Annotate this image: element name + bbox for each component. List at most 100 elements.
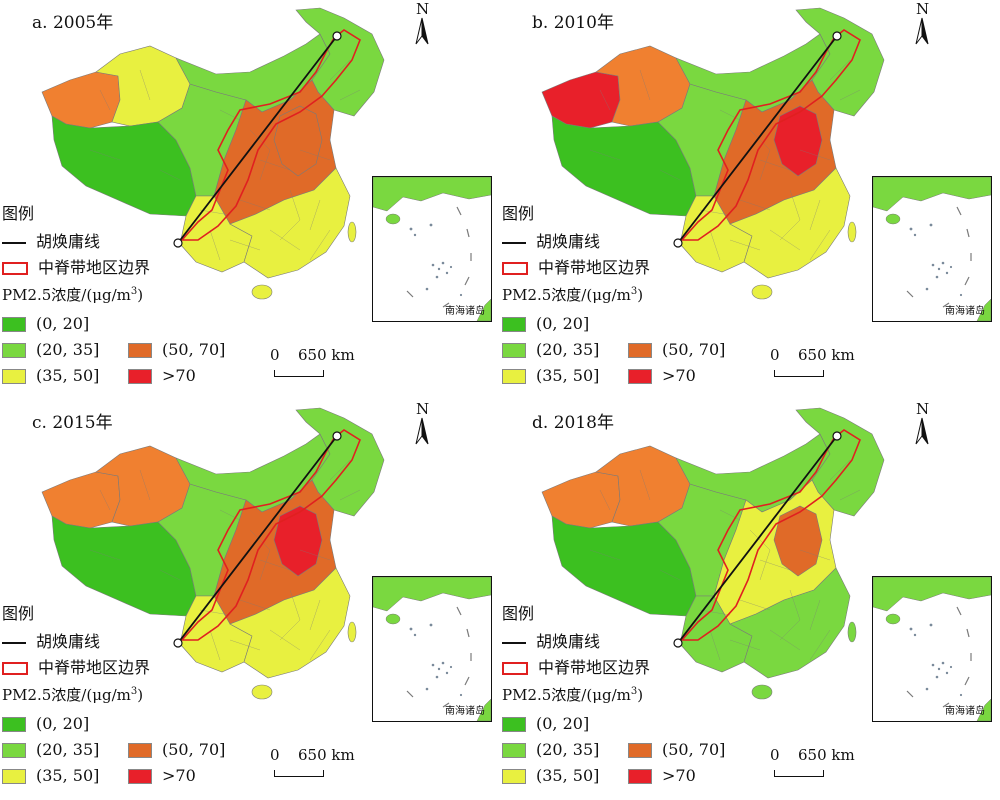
legend-class: >70 xyxy=(128,366,196,385)
district-boundaries xyxy=(589,459,861,661)
region-south xyxy=(729,167,851,279)
inset-coast xyxy=(372,576,492,612)
line-symbol-icon xyxy=(2,241,26,244)
china-map xyxy=(41,7,385,300)
hu-huanyong-line xyxy=(177,35,338,244)
legend-class: (35, 50] xyxy=(502,366,599,385)
inset-map xyxy=(872,176,992,322)
legend-class-label: (20, 35] xyxy=(536,340,600,359)
north-label: N xyxy=(916,0,930,18)
china-map xyxy=(41,407,385,700)
legend-title: 图例 xyxy=(2,204,35,223)
scale-distance: 650 km xyxy=(798,346,855,364)
legend-swatch xyxy=(502,717,526,732)
legend-class-label: (0, 20] xyxy=(536,314,590,333)
inset-nine-dash xyxy=(906,606,972,708)
district-boundaries xyxy=(89,59,361,261)
legend-swatch xyxy=(128,743,152,758)
legend-boundary-label: 中脊带地区边界 xyxy=(538,258,651,277)
legend-class-label: (0, 20] xyxy=(536,714,590,733)
legend-huline-label: 胡焕庸线 xyxy=(36,632,101,651)
inset-caption: 南海诸岛 xyxy=(445,706,485,717)
legend-swatch xyxy=(502,317,526,332)
legend-class-label: (35, 50] xyxy=(36,766,100,785)
legend-swatch xyxy=(502,743,526,758)
region-northeast xyxy=(295,407,385,517)
hu-line-endpoint-south xyxy=(673,238,683,248)
legend-class: >70 xyxy=(128,766,196,785)
legend-class: >70 xyxy=(628,366,696,385)
scale-bar: 0 650 km xyxy=(268,746,358,780)
inset-hainan xyxy=(885,213,901,225)
china-map xyxy=(541,407,885,700)
legend-class: (50, 70] xyxy=(128,740,225,759)
legend-class-label: (20, 35] xyxy=(36,340,100,359)
legend-swatch xyxy=(2,743,26,758)
taiwan-island xyxy=(847,621,857,643)
legend-title: 图例 xyxy=(502,204,535,223)
scale-bar: 0 650 km xyxy=(268,346,358,380)
legend-item-boundary: 中脊带地区边界 xyxy=(2,254,150,278)
legend-item-huline: 胡焕庸线 xyxy=(2,228,100,252)
taiwan-island xyxy=(847,221,857,243)
hu-huanyong-line xyxy=(677,435,838,644)
hu-line-endpoint-south xyxy=(173,238,183,248)
inset-hainan xyxy=(385,213,401,225)
hainan-island xyxy=(751,684,773,700)
legend-class: (35, 50] xyxy=(2,366,99,385)
boundary-symbol-icon xyxy=(502,262,528,275)
line-symbol-icon xyxy=(502,241,526,244)
panel-title: a. 2005年 xyxy=(32,13,114,33)
legend-class-label: (35, 50] xyxy=(36,366,100,385)
scale-zero: 0 xyxy=(270,746,280,764)
scale-distance: 650 km xyxy=(298,746,355,764)
district-boundaries xyxy=(89,459,361,661)
legend-item-huline: 胡焕庸线 xyxy=(502,628,600,652)
legend-unit-suffix: ) xyxy=(637,686,644,704)
inset-islands xyxy=(909,223,963,297)
taiwan-island xyxy=(347,221,357,243)
legend-class-label: (35, 50] xyxy=(536,366,600,385)
legend-huline-label: 胡焕庸线 xyxy=(536,232,601,251)
legend-class-label: (20, 35] xyxy=(536,740,600,759)
legend-swatch xyxy=(502,769,526,784)
inset-islands xyxy=(409,223,463,297)
legend-huline-label: 胡焕庸线 xyxy=(36,232,101,251)
scale-distance: 650 km xyxy=(298,346,355,364)
boundary-symbol-icon xyxy=(502,662,528,675)
legend-class-label: >70 xyxy=(162,766,196,785)
scale-bar-line xyxy=(274,770,324,777)
legend-unit-title: PM2.5浓度/(μg/m3) xyxy=(502,284,643,305)
north-label: N xyxy=(416,0,430,18)
inset-caption: 南海诸岛 xyxy=(945,306,985,317)
legend-swatch xyxy=(628,743,652,758)
legend-unit-prefix: PM2.5浓度/(μg/m xyxy=(2,286,131,304)
scale-zero: 0 xyxy=(770,346,780,364)
boundary-symbol-icon xyxy=(2,262,28,275)
inset-nine-dash xyxy=(406,206,472,308)
legend-class: (50, 70] xyxy=(128,340,225,359)
legend-item-boundary: 中脊带地区边界 xyxy=(502,654,650,678)
inset-islands xyxy=(909,623,963,697)
hu-line-endpoint-south xyxy=(673,638,683,648)
legend-swatch xyxy=(2,317,26,332)
inset-coast xyxy=(872,176,992,212)
map-panel: d. 2018年 N 图例 胡焕庸线 中脊带地区边界 PM2.5浓度/(μg/m… xyxy=(500,400,1000,800)
legend-class-label: (50, 70] xyxy=(162,340,226,359)
legend-swatch xyxy=(502,343,526,358)
region-northeast xyxy=(795,7,885,117)
legend-class-label: >70 xyxy=(662,366,696,385)
legend-class-label: >70 xyxy=(162,366,196,385)
inset-hainan xyxy=(885,613,901,625)
region-northeast xyxy=(295,7,385,117)
legend-class: (20, 35] xyxy=(502,740,599,759)
south-china-sea-inset: 南海诸岛 xyxy=(372,176,492,322)
legend-unit-sup: 3 xyxy=(630,686,638,697)
scale-zero: 0 xyxy=(270,346,280,364)
legend-class: >70 xyxy=(628,766,696,785)
legend-item-boundary: 中脊带地区边界 xyxy=(2,654,150,678)
hu-line-endpoint-north xyxy=(832,431,842,441)
panel-title: c. 2015年 xyxy=(32,413,113,433)
legend-boundary-label: 中脊带地区边界 xyxy=(38,658,151,677)
district-boundaries xyxy=(589,59,861,261)
